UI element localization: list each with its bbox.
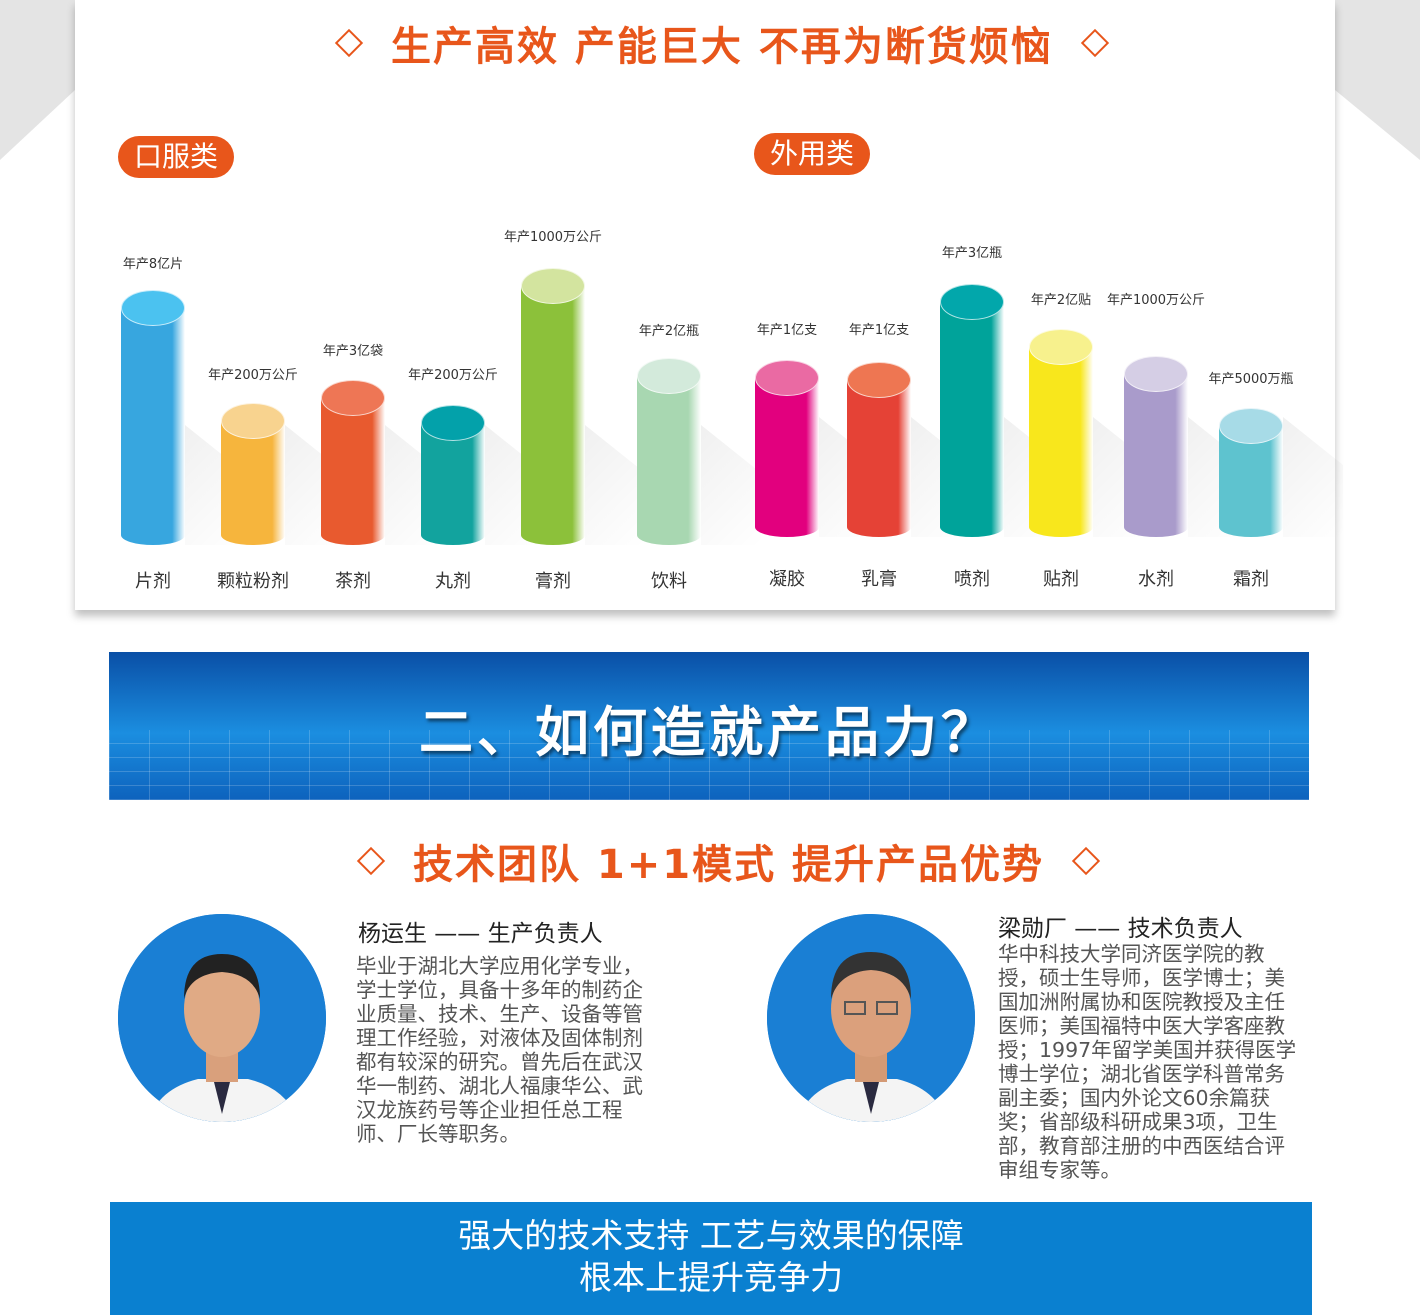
- capacity-label: 年产2亿瓶: [638, 324, 700, 339]
- capacity-label: 年产5000万瓶: [1208, 372, 1294, 387]
- diamond-icon: [1071, 846, 1101, 876]
- product-name: 乳膏: [861, 569, 897, 590]
- product-name: 饮料: [651, 571, 687, 592]
- cylinder-body: [755, 378, 819, 537]
- headline-capacity: 生产高效 产能巨大 不再为断货烦恼: [325, 14, 1119, 72]
- capacity-label: 年产1亿支: [848, 323, 910, 338]
- cylinder-top: [321, 380, 385, 416]
- cylinder-凝胶: [755, 360, 879, 537]
- capacity-label: 年产3亿袋: [322, 344, 384, 359]
- member-name: 杨运生 —— 生产负责人: [358, 921, 603, 947]
- headline-text: 技术团队 1+1模式 提升产品优势: [413, 842, 1045, 888]
- product-name: 霜剂: [1233, 569, 1269, 590]
- cylinder-水剂: [1124, 356, 1248, 537]
- product-name: 贴剂: [1043, 569, 1079, 590]
- cylinder-喷剂: [940, 284, 1064, 537]
- product-name: 片剂: [135, 571, 171, 592]
- section-banner: 二、如何造就产品力？: [109, 652, 1309, 800]
- cylinder-body: [321, 398, 385, 545]
- cylinder-霜剂: [1219, 408, 1343, 537]
- cylinder-top: [755, 360, 819, 396]
- footer-line: 根本上提升竞争力: [579, 1258, 843, 1297]
- diamond-icon: [356, 846, 386, 876]
- background-corner: [1335, 90, 1420, 160]
- product-name: 膏剂: [535, 571, 571, 592]
- cylinder-body: [221, 421, 285, 545]
- capacity-label: 年产8亿片: [122, 257, 184, 272]
- cylinder-top: [637, 358, 701, 394]
- cylinder-top: [1124, 356, 1188, 392]
- cylinder-body: [1219, 426, 1283, 537]
- external-category-badge: 外用类: [754, 133, 871, 175]
- section-title: 二、如何造就产品力？: [419, 701, 999, 764]
- background-corner: [0, 90, 75, 160]
- cylinder-body: [847, 380, 911, 537]
- person-photo: [767, 914, 975, 1122]
- product-name: 颗粒粉剂: [217, 571, 289, 592]
- cylinder-top: [121, 290, 185, 326]
- capacity-label: 年产1亿支: [756, 323, 818, 338]
- product-name: 喷剂: [954, 569, 990, 590]
- product-name: 水剂: [1138, 569, 1174, 590]
- cylinder-饮料: [637, 358, 761, 545]
- headline-team: 技术团队 1+1模式 提升产品优势: [347, 832, 1110, 890]
- member-bio: 华中科技大学同济医学院的教授，硕士生导师，医学博士；美国加洲附属协和医院教授及主…: [998, 942, 1297, 1182]
- cylinder-top: [940, 284, 1004, 320]
- footer-banner: 强大的技术支持 工艺与效果的保障 根本上提升竞争力: [110, 1202, 1312, 1315]
- cylinder-top: [847, 362, 911, 398]
- diamond-icon: [334, 28, 364, 58]
- oral-category-badge: 口服类: [118, 136, 235, 178]
- person-photo: [118, 914, 326, 1122]
- cylinder-top: [521, 268, 585, 304]
- capacity-label: 年产200万公斤: [408, 368, 498, 383]
- capacity-label: 年产1000万公斤: [503, 230, 603, 245]
- banner-grid: [109, 730, 1309, 800]
- cylinder-body: [940, 302, 1004, 537]
- product-name: 丸剂: [435, 571, 471, 592]
- capacity-label: 年产200万公斤: [208, 368, 298, 383]
- headline-text: 生产高效 产能巨大 不再为断货烦恼: [391, 24, 1053, 70]
- product-name: 凝胶: [769, 569, 805, 590]
- cylinder-body: [521, 286, 585, 545]
- cylinder-乳膏: [847, 362, 971, 537]
- cylinder-top: [1029, 329, 1093, 365]
- background-corner: [0, 0, 75, 90]
- cylinder-片剂: [121, 290, 245, 545]
- member-name: 梁勋厂 —— 技术负责人: [998, 916, 1243, 942]
- capacity-label: 年产2亿贴: [1030, 293, 1092, 308]
- cylinder-body: [1124, 374, 1188, 537]
- capacity-label: 年产1000万公斤: [1106, 293, 1206, 308]
- cylinder-body: [421, 423, 485, 545]
- cylinder-body: [637, 376, 701, 545]
- cylinder-top: [221, 403, 285, 439]
- member-bio: 毕业于湖北大学应用化学专业，学士学位，具备十多年的制药企业质量、技术、生产、设备…: [356, 954, 643, 1146]
- product-name: 茶剂: [335, 571, 371, 592]
- cylinder-丸剂: [421, 405, 545, 545]
- cylinder-top: [421, 405, 485, 441]
- capacity-label: 年产3亿瓶: [941, 246, 1003, 261]
- avatar: [118, 914, 326, 1122]
- cylinder-膏剂: [521, 268, 645, 545]
- cylinder-贴剂: [1029, 329, 1153, 537]
- diamond-icon: [1080, 28, 1110, 58]
- footer-line: 强大的技术支持 工艺与效果的保障: [458, 1216, 964, 1255]
- avatar: [767, 914, 975, 1122]
- cylinder-top: [1219, 408, 1283, 444]
- background-corner: [1335, 0, 1420, 90]
- cylinder-茶剂: [321, 380, 445, 545]
- cylinder-body: [121, 308, 185, 545]
- cylinder-颗粒粉剂: [221, 403, 345, 545]
- cylinder-body: [1029, 347, 1093, 537]
